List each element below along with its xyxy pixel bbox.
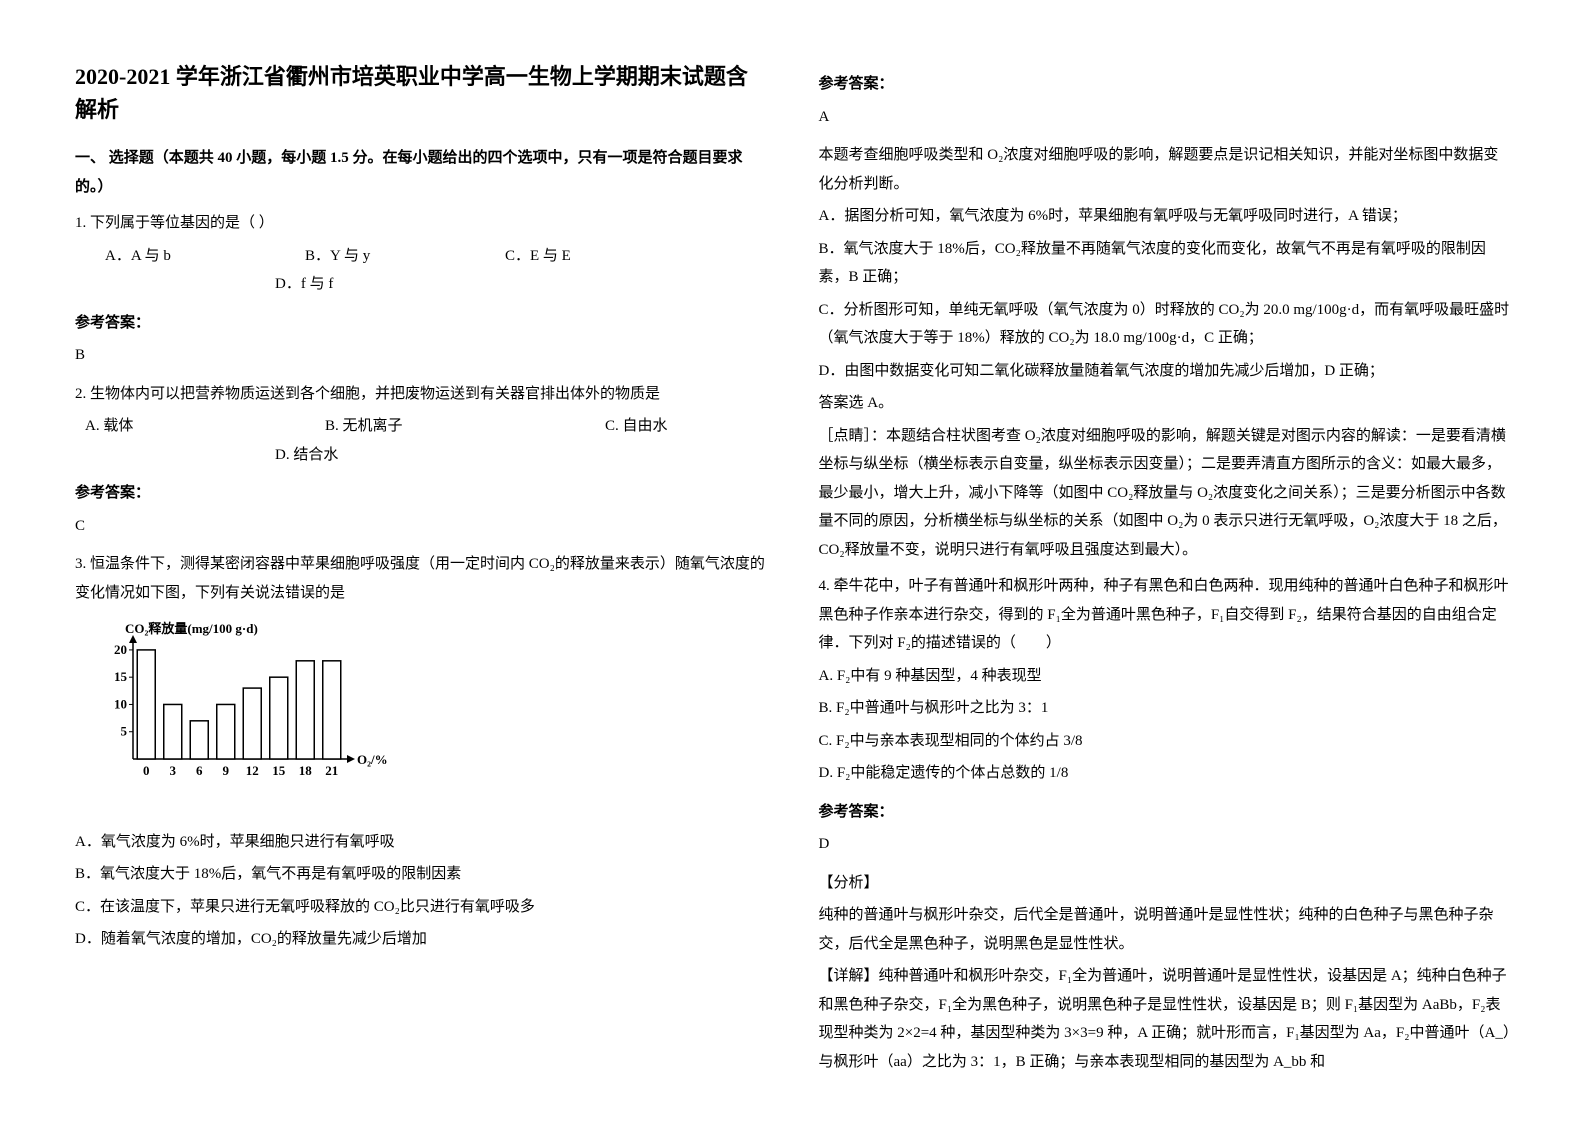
- bar-chart-svg: CO₂释放量(mg/100 g·d) O₂/% 5 10 15 20 0 3 6 9 12 15 18 2…: [95, 617, 395, 807]
- q3-explain-ans: 答案选 A。: [819, 389, 1513, 418]
- q2-option-a: A. 载体: [85, 412, 325, 441]
- q2-options: A. 载体 B. 无机离子 C. 自由水: [75, 412, 769, 441]
- q1-option-b: B．Y 与 y: [305, 242, 505, 271]
- q4-option-d: D. F₂中能稳定遗传的个体占总数的 1/8: [819, 759, 1513, 788]
- q3-option-d: D．随着氧气浓度的增加，CO₂的释放量先减少后增加: [75, 925, 769, 954]
- left-column: 2020-2021 学年浙江省衢州市培英职业中学高一生物上学期期末试题含解析 一…: [50, 60, 794, 1082]
- svg-text:5: 5: [121, 724, 128, 739]
- svg-text:12: 12: [246, 763, 259, 778]
- question-4: 4. 牵牛花中，叶子有普通叶和枫形叶两种，种子有黑色和白色两种．现用纯种的普通叶…: [819, 572, 1513, 788]
- section-1-heading: 一、 选择题（本题共 40 小题，每小题 1.5 分。在每小题给出的四个选项中，…: [75, 144, 769, 201]
- q4-option-a: A. F₂中有 9 种基因型，4 种表现型: [819, 662, 1513, 691]
- svg-text:0: 0: [143, 763, 150, 778]
- q3-option-b: B．氧气浓度大于 18%后，氧气不再是有氧呼吸的限制因素: [75, 860, 769, 889]
- question-3: 3. 恒温条件下，测得某密闭容器中苹果细胞呼吸强度（用一定时间内 CO₂的释放量…: [75, 550, 769, 954]
- exam-title: 2020-2021 学年浙江省衢州市培英职业中学高一生物上学期期末试题含解析: [75, 60, 769, 126]
- q1-option-d: D．f 与 f: [275, 270, 475, 299]
- q4-stem: 4. 牵牛花中，叶子有普通叶和枫形叶两种，种子有黑色和白色两种．现用纯种的普通叶…: [819, 572, 1513, 658]
- question-2: 2. 生物体内可以把营养物质运送到各个细胞，并把废物运送到有关器官排出体外的物质…: [75, 380, 769, 470]
- svg-text:6: 6: [196, 763, 203, 778]
- svg-text:O₂/%: O₂/%: [357, 752, 388, 767]
- q1-answer: B: [75, 341, 769, 370]
- q3-stem: 3. 恒温条件下，测得某密闭容器中苹果细胞呼吸强度（用一定时间内 CO₂的释放量…: [75, 550, 769, 607]
- right-column: 参考答案： A 本题考查细胞呼吸类型和 O₂浓度对细胞呼吸的影响，解题要点是识记…: [794, 60, 1538, 1082]
- q2-options-2: D. 结合水: [75, 441, 769, 470]
- q1-option-c-tail: [75, 270, 275, 299]
- q3-explain-a: A．据图分析可知，氧气浓度为 6%时，苹果细胞有氧呼吸与无氧呼吸同时进行，A 错…: [819, 202, 1513, 231]
- q3-answer: A: [819, 103, 1513, 132]
- q2-option-c-tail: [75, 441, 275, 470]
- q4-fenxi-label: 【分析】: [819, 869, 1513, 898]
- q4-answer: D: [819, 830, 1513, 859]
- q4-answer-label: 参考答案：: [819, 798, 1513, 827]
- svg-text:21: 21: [325, 763, 338, 778]
- q3-option-c: C．在该温度下，苹果只进行无氧呼吸释放的 CO₂比只进行有氧呼吸多: [75, 893, 769, 922]
- svg-text:20: 20: [114, 642, 127, 657]
- q1-option-a: A．A 与 b: [105, 242, 305, 271]
- q3-explain-c: C．分析图形可知，单纯无氧呼吸（氧气浓度为 0）时释放的 CO₂为 20.0 m…: [819, 296, 1513, 353]
- q2-option-b: B. 无机离子: [325, 412, 605, 441]
- svg-text:10: 10: [114, 696, 127, 711]
- q3-explain-intro: 本题考查细胞呼吸类型和 O₂浓度对细胞呼吸的影响，解题要点是识记相关知识，并能对…: [819, 141, 1513, 198]
- q3-chart: CO₂释放量(mg/100 g·d) O₂/% 5 10 15 20 0 3 6 9 12 15 18 2…: [95, 617, 769, 818]
- q1-option-c: C．E 与 E: [505, 242, 591, 271]
- svg-text:CO₂释放量(mg/100 g·d): CO₂释放量(mg/100 g·d): [125, 621, 258, 636]
- q2-stem: 2. 生物体内可以把营养物质运送到各个细胞，并把废物运送到有关器官排出体外的物质…: [75, 380, 769, 409]
- svg-text:15: 15: [272, 763, 286, 778]
- q4-xiangjie: 【详解】纯种普通叶和枫形叶杂交，F₁全为普通叶，说明普通叶是显性性状，设基因是 …: [819, 962, 1513, 1076]
- q3-explain-b: B．氧气浓度大于 18%后，CO₂释放量不再随氧气浓度的变化而变化，故氧气不再是…: [819, 235, 1513, 292]
- q4-fenxi: 纯种的普通叶与枫形叶杂交，后代全是普通叶，说明普通叶是显性性状；纯种的白色种子与…: [819, 901, 1513, 958]
- q3-answer-label: 参考答案：: [819, 70, 1513, 99]
- svg-text:15: 15: [114, 669, 128, 684]
- exam-page: 2020-2021 学年浙江省衢州市培英职业中学高一生物上学期期末试题含解析 一…: [0, 0, 1587, 1122]
- q2-option-d: D. 结合水: [275, 441, 475, 470]
- svg-text:3: 3: [170, 763, 177, 778]
- q2-option-c: C. 自由水: [605, 412, 688, 441]
- q1-answer-label: 参考答案：: [75, 309, 769, 338]
- q3-dianjing: ［点睛］：本题结合柱状图考查 O₂浓度对细胞呼吸的影响，解题关键是对图示内容的解…: [819, 422, 1513, 565]
- q2-answer: C: [75, 512, 769, 541]
- q3-option-a: A．氧气浓度为 6%时，苹果细胞只进行有氧呼吸: [75, 828, 769, 857]
- svg-text:18: 18: [299, 763, 313, 778]
- q1-stem: 1. 下列属于等位基因的是（ ）: [75, 209, 769, 238]
- q2-answer-label: 参考答案：: [75, 479, 769, 508]
- q4-option-b: B. F₂中普通叶与枫形叶之比为 3：1: [819, 694, 1513, 723]
- q1-options-2: D．f 与 f: [75, 270, 769, 299]
- q3-explain-d: D．由图中数据变化可知二氧化碳释放量随着氧气浓度的增加先减少后增加，D 正确；: [819, 357, 1513, 386]
- question-1: 1. 下列属于等位基因的是（ ） A．A 与 b B．Y 与 y C．E 与 E…: [75, 209, 769, 299]
- q1-options: A．A 与 b B．Y 与 y C．E 与 E: [75, 242, 769, 271]
- q4-option-c: C. F₂中与亲本表现型相同的个体约占 3/8: [819, 727, 1513, 756]
- svg-text:9: 9: [223, 763, 230, 778]
